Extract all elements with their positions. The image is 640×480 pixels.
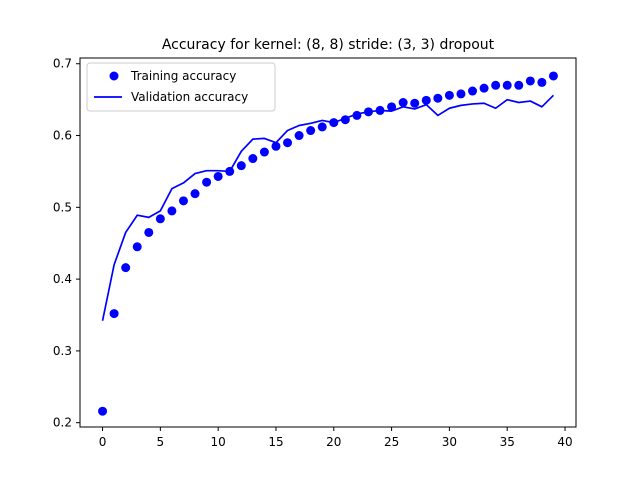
data-point-training <box>398 98 408 108</box>
data-point-training <box>283 138 293 148</box>
data-point-training <box>121 263 131 273</box>
data-point-training <box>317 122 327 132</box>
y-tick-label: 0.3 <box>53 344 72 358</box>
y-axis: 0.2 0.3 0.4 0.5 0.6 0.7 <box>53 57 80 430</box>
x-tick-label: 10 <box>211 435 226 449</box>
data-point-training <box>548 71 558 81</box>
data-point-training <box>479 83 489 93</box>
y-tick-label: 0.5 <box>53 200 72 214</box>
data-point-training <box>433 93 443 103</box>
series-layer <box>98 71 558 416</box>
x-tick-label: 0 <box>99 435 107 449</box>
plot-area <box>79 57 577 428</box>
y-tick-label: 0.7 <box>53 57 72 71</box>
data-point-training <box>271 141 281 151</box>
y-tick-label: 0.2 <box>53 416 72 430</box>
data-point-training <box>98 406 108 416</box>
data-point-training <box>387 102 397 112</box>
data-point-training <box>444 90 454 100</box>
legend-label-training: Training accuracy <box>130 69 236 83</box>
x-tick-label: 15 <box>268 435 283 449</box>
data-point-training <box>248 154 258 164</box>
legend-box <box>86 62 276 112</box>
x-tick-label: 40 <box>557 435 572 449</box>
data-point-training <box>421 95 431 105</box>
x-tick-label: 25 <box>384 435 399 449</box>
data-point-training <box>259 147 269 157</box>
series-line-validation <box>101 94 555 321</box>
y-tick-label: 0.4 <box>53 272 72 286</box>
y-tick-label: 0.6 <box>53 129 72 143</box>
legend-label-validation: Validation accuracy <box>131 90 248 104</box>
data-point-training <box>306 126 316 136</box>
data-point-training <box>537 77 547 87</box>
legend-marker-training <box>109 71 119 81</box>
data-point-training <box>236 161 246 171</box>
data-point-training <box>410 98 420 108</box>
data-point-training <box>109 309 119 319</box>
x-tick-label: 35 <box>500 435 515 449</box>
data-point-training <box>468 86 478 96</box>
data-point-training <box>525 76 535 86</box>
x-axis: 0 5 10 15 20 25 30 35 40 <box>99 427 573 449</box>
plot-frame <box>79 57 577 428</box>
data-point-training <box>202 177 212 187</box>
data-point-training <box>132 242 142 252</box>
data-point-training <box>190 189 200 199</box>
x-tick-label: 20 <box>326 435 341 449</box>
data-point-training <box>167 206 177 216</box>
data-point-training <box>178 196 188 206</box>
data-point-training <box>213 171 223 181</box>
chart-title: Accuracy for kernel: (8, 8) stride: (3, … <box>162 37 495 53</box>
data-point-training <box>514 80 524 90</box>
data-point-training <box>491 80 501 90</box>
data-point-training <box>502 80 512 90</box>
data-point-training <box>294 131 304 141</box>
data-point-training <box>144 227 154 237</box>
x-tick-label: 5 <box>157 435 165 449</box>
data-point-training <box>456 89 466 99</box>
data-point-training <box>155 214 165 224</box>
legend: Training accuracy Validation accuracy <box>86 62 276 112</box>
x-tick-label: 30 <box>442 435 457 449</box>
